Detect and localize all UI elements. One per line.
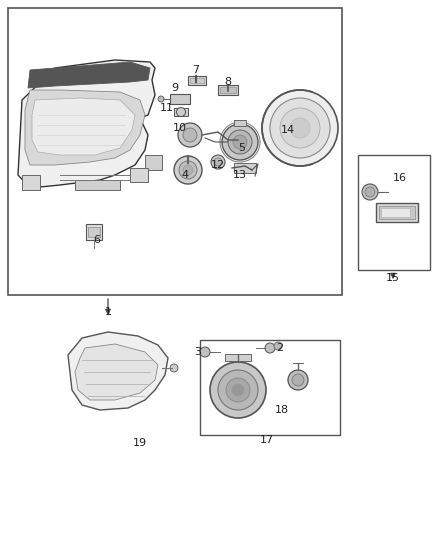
Circle shape [362, 184, 378, 200]
Bar [174, 108, 188, 116]
Text: 18: 18 [275, 405, 289, 415]
Text: 13: 13 [233, 170, 247, 180]
Bar [381, 208, 410, 217]
Text: 4: 4 [181, 170, 189, 180]
Circle shape [262, 90, 338, 166]
Polygon shape [75, 344, 158, 400]
Bar [145, 155, 162, 170]
Bar [234, 163, 256, 173]
Circle shape [200, 347, 210, 357]
Bar [220, 87, 236, 93]
Circle shape [226, 378, 250, 402]
Bar [190, 78, 204, 83]
Text: 9: 9 [171, 83, 179, 93]
Circle shape [177, 108, 186, 117]
Text: 1: 1 [105, 307, 112, 317]
Circle shape [214, 158, 222, 166]
Polygon shape [18, 60, 155, 188]
Polygon shape [25, 90, 145, 165]
Circle shape [233, 135, 247, 149]
Text: 2: 2 [276, 343, 283, 353]
Circle shape [265, 343, 275, 353]
Circle shape [228, 130, 252, 154]
Bar [130, 168, 148, 182]
Text: 10: 10 [173, 123, 187, 133]
Circle shape [183, 165, 193, 175]
Text: 7: 7 [192, 65, 200, 75]
Text: 16: 16 [393, 173, 407, 183]
Bar [75, 180, 120, 190]
Bar [379, 206, 415, 219]
Bar [358, 155, 430, 270]
Text: 11: 11 [160, 103, 174, 113]
Text: 12: 12 [211, 160, 225, 170]
Polygon shape [32, 98, 135, 155]
Bar [22, 175, 40, 190]
Circle shape [170, 364, 178, 372]
Polygon shape [68, 332, 168, 410]
Circle shape [178, 123, 202, 147]
Circle shape [365, 187, 375, 197]
Circle shape [183, 128, 197, 142]
Circle shape [270, 98, 330, 158]
Bar [8, 8, 342, 295]
Circle shape [174, 156, 202, 184]
Circle shape [232, 384, 244, 396]
Circle shape [210, 362, 266, 418]
Text: 19: 19 [133, 438, 147, 448]
Bar [86, 224, 102, 240]
Circle shape [222, 124, 258, 160]
Circle shape [292, 374, 304, 386]
Circle shape [280, 108, 320, 148]
Bar [170, 94, 190, 104]
Bar [88, 227, 100, 237]
Text: 8: 8 [224, 77, 232, 87]
Bar [376, 203, 418, 222]
Bar [225, 354, 251, 361]
Text: 6: 6 [93, 235, 100, 245]
Circle shape [218, 370, 258, 410]
Text: 17: 17 [260, 435, 274, 445]
Bar [218, 85, 238, 95]
Circle shape [290, 118, 310, 138]
Circle shape [179, 161, 197, 179]
Text: 5: 5 [239, 143, 246, 153]
Bar [200, 340, 340, 435]
Circle shape [158, 96, 164, 102]
Bar [234, 120, 246, 126]
Circle shape [274, 342, 282, 350]
Text: 14: 14 [281, 125, 295, 135]
Polygon shape [28, 62, 150, 88]
Text: 15: 15 [386, 273, 400, 283]
Circle shape [288, 370, 308, 390]
Bar [188, 76, 206, 85]
Text: 3: 3 [194, 347, 201, 357]
Circle shape [211, 155, 225, 169]
